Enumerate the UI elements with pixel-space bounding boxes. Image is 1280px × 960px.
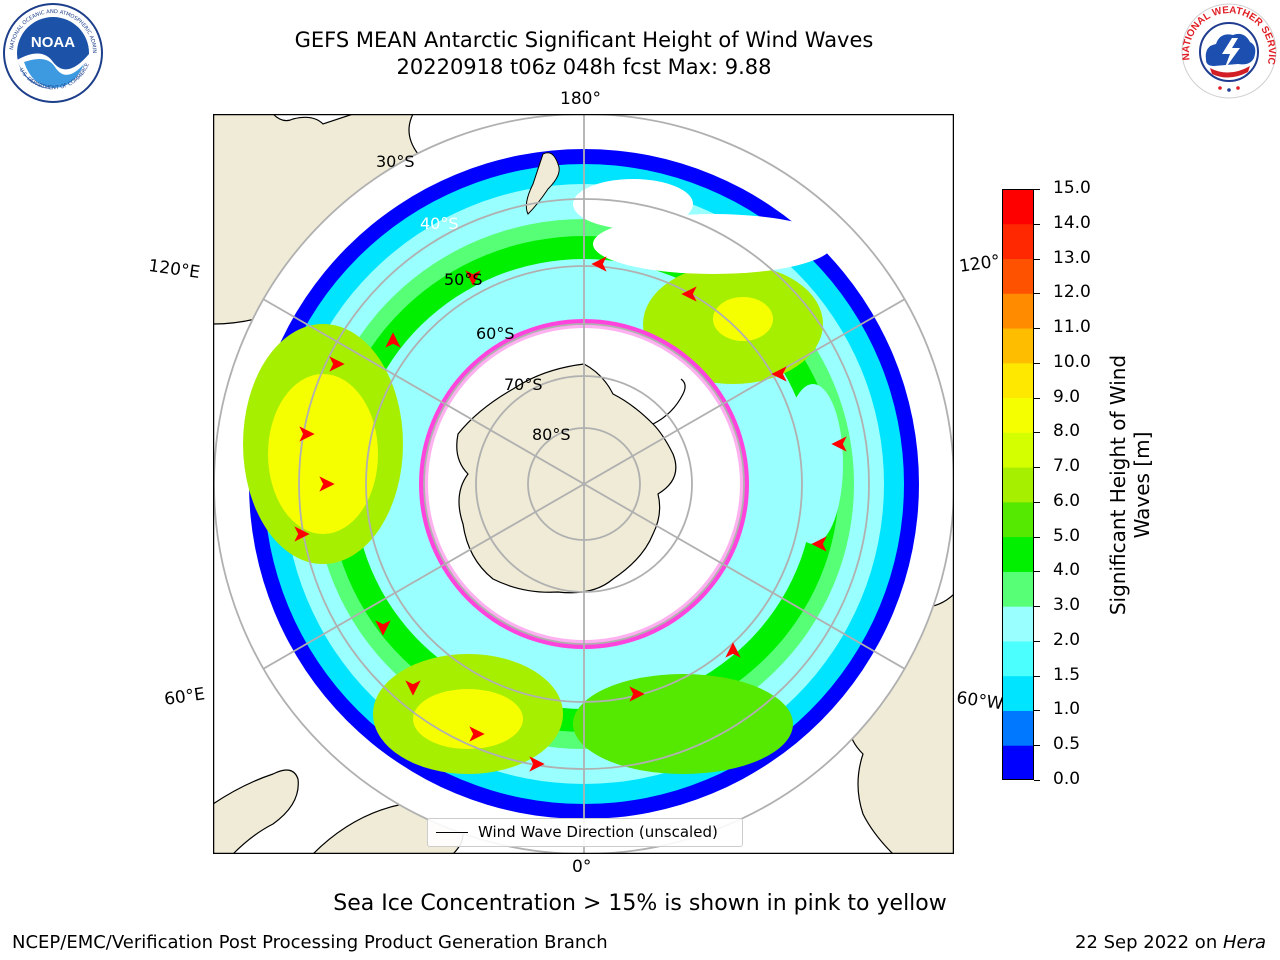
- colorbar-tick-label: 1.0: [1053, 699, 1081, 720]
- footer-credit: NCEP/EMC/Verification Post Processing Pr…: [12, 932, 608, 953]
- colorbar-tick-label: 4.0: [1053, 560, 1081, 581]
- colorbar-bin: [1002, 223, 1034, 260]
- colorbar-tick-mark: [1034, 397, 1040, 399]
- colorbar-tick-label: 10.0: [1053, 351, 1091, 372]
- map-panel: [212, 113, 955, 855]
- colorbar-tick-mark: [1034, 606, 1040, 608]
- colorbar-label-line2: Waves [m]: [1130, 431, 1154, 539]
- colorbar-bin: [1002, 640, 1034, 677]
- lat-label-60s: 60°S: [476, 324, 515, 343]
- wave-direction-arrows: [294, 256, 847, 772]
- map-legend: Wind Wave Direction (unscaled): [427, 818, 743, 847]
- colorbar-tick-label: 12.0: [1053, 282, 1091, 303]
- colorbar-tick-mark: [1034, 501, 1040, 503]
- lat-label-40s: 40°S: [420, 214, 459, 233]
- colorbar-tick-mark: [1034, 293, 1040, 295]
- footer-date-system: Hera: [1222, 932, 1266, 953]
- colorbar-tick-label: 11.0: [1053, 317, 1091, 338]
- colorbar-tick-mark: [1034, 675, 1040, 677]
- lat-label-80s: 80°S: [532, 425, 571, 444]
- colorbar-tick-label: 0.0: [1053, 769, 1081, 789]
- colorbar-tick-mark: [1034, 780, 1040, 781]
- colorbar-tick-label: 2.0: [1053, 629, 1081, 650]
- legend-label: Wind Wave Direction (unscaled): [478, 823, 718, 841]
- colorbar-bin: [1002, 536, 1034, 572]
- lat-label-50s: 50°S: [444, 270, 483, 289]
- colorbar-bin: [1002, 397, 1034, 433]
- colorbar-tick-label: 9.0: [1053, 386, 1081, 407]
- colorbar-tick-label: 14.0: [1053, 212, 1091, 233]
- lon-label-upper-left: 120°E: [147, 256, 202, 284]
- colorbar-bin: [1002, 293, 1034, 329]
- nws-logo: NATIONAL WEATHER SERVICE: [1177, 0, 1278, 100]
- colorbar-label-line1: Significant Height of Wind: [1106, 354, 1130, 616]
- noaa-logo: NOAA NATIONAL OCEANIC AND ATMOSPHERIC AD…: [0, 0, 104, 104]
- colorbar-bin: [1002, 362, 1034, 399]
- lon-label-upper-right: 120°: [958, 251, 1002, 277]
- colorbar-tick-mark: [1034, 432, 1040, 434]
- lon-label-lower-left: 60°E: [163, 684, 207, 710]
- sea-ice-note: Sea Ice Concentration > 15% is shown in …: [333, 891, 947, 916]
- colorbar-bin: [1002, 710, 1034, 746]
- colorbar-tick-label: 15.0: [1053, 178, 1091, 198]
- polar-map: [212, 113, 955, 855]
- colorbar-bin: [1002, 675, 1034, 711]
- colorbar-bin: [1002, 745, 1034, 781]
- colorbar-tick-mark: [1034, 640, 1040, 642]
- legend-line-symbol: [436, 832, 468, 833]
- footer-date-prefix: 22 Sep 2022 on: [1075, 932, 1223, 953]
- lat-label-30s: 30°S: [376, 152, 415, 171]
- colorbar-tick-label: 5.0: [1053, 525, 1081, 546]
- colorbar-tick-mark: [1034, 328, 1040, 330]
- colorbar-tick-label: 6.0: [1053, 490, 1081, 511]
- footer-date: 22 Sep 2022 on Hera: [1075, 932, 1266, 953]
- colorbar-tick-mark: [1034, 745, 1040, 747]
- colorbar-bins: [1002, 189, 1034, 781]
- colorbar-tick-mark: [1034, 189, 1040, 190]
- colorbar: [1002, 189, 1034, 781]
- lat-label-70s: 70°S: [504, 375, 543, 394]
- colorbar-bin: [1002, 189, 1034, 225]
- colorbar-tick-mark: [1034, 467, 1040, 469]
- chart-title: GEFS MEAN Antarctic Significant Height o…: [294, 28, 874, 52]
- colorbar-tick-label: 0.5: [1053, 734, 1081, 755]
- chart-subtitle: 20220918 t06z 048h fcst Max: 9.88: [396, 55, 772, 79]
- colorbar-bin: [1002, 432, 1034, 468]
- colorbar-border: [1002, 189, 1034, 780]
- colorbar-tick-mark: [1034, 536, 1040, 538]
- colorbar-bin: [1002, 571, 1034, 607]
- colorbar-bin: [1002, 467, 1034, 503]
- colorbar-tick-label: 1.5: [1053, 664, 1081, 685]
- colorbar-bin: [1002, 501, 1034, 538]
- noaa-logo-text: NOAA: [31, 34, 75, 51]
- colorbar-bin: [1002, 328, 1034, 364]
- colorbar-tick-label: 3.0: [1053, 595, 1081, 616]
- colorbar-tick-mark: [1034, 258, 1040, 260]
- lon-label-top: 180°: [560, 89, 601, 109]
- colorbar-tick-label: 13.0: [1053, 247, 1091, 268]
- colorbar-tick-mark: [1034, 710, 1040, 712]
- colorbar-bin: [1002, 258, 1034, 294]
- colorbar-bin: [1002, 606, 1034, 642]
- colorbar-tick-mark: [1034, 571, 1040, 573]
- colorbar-tick-label: 8.0: [1053, 421, 1081, 442]
- colorbar-tick-mark: [1034, 223, 1040, 225]
- lon-label-bottom: 0°: [572, 857, 592, 877]
- lon-label-lower-right: 60°W: [955, 688, 1005, 715]
- colorbar-tick-label: 7.0: [1053, 456, 1081, 477]
- colorbar-tick-mark: [1034, 362, 1040, 364]
